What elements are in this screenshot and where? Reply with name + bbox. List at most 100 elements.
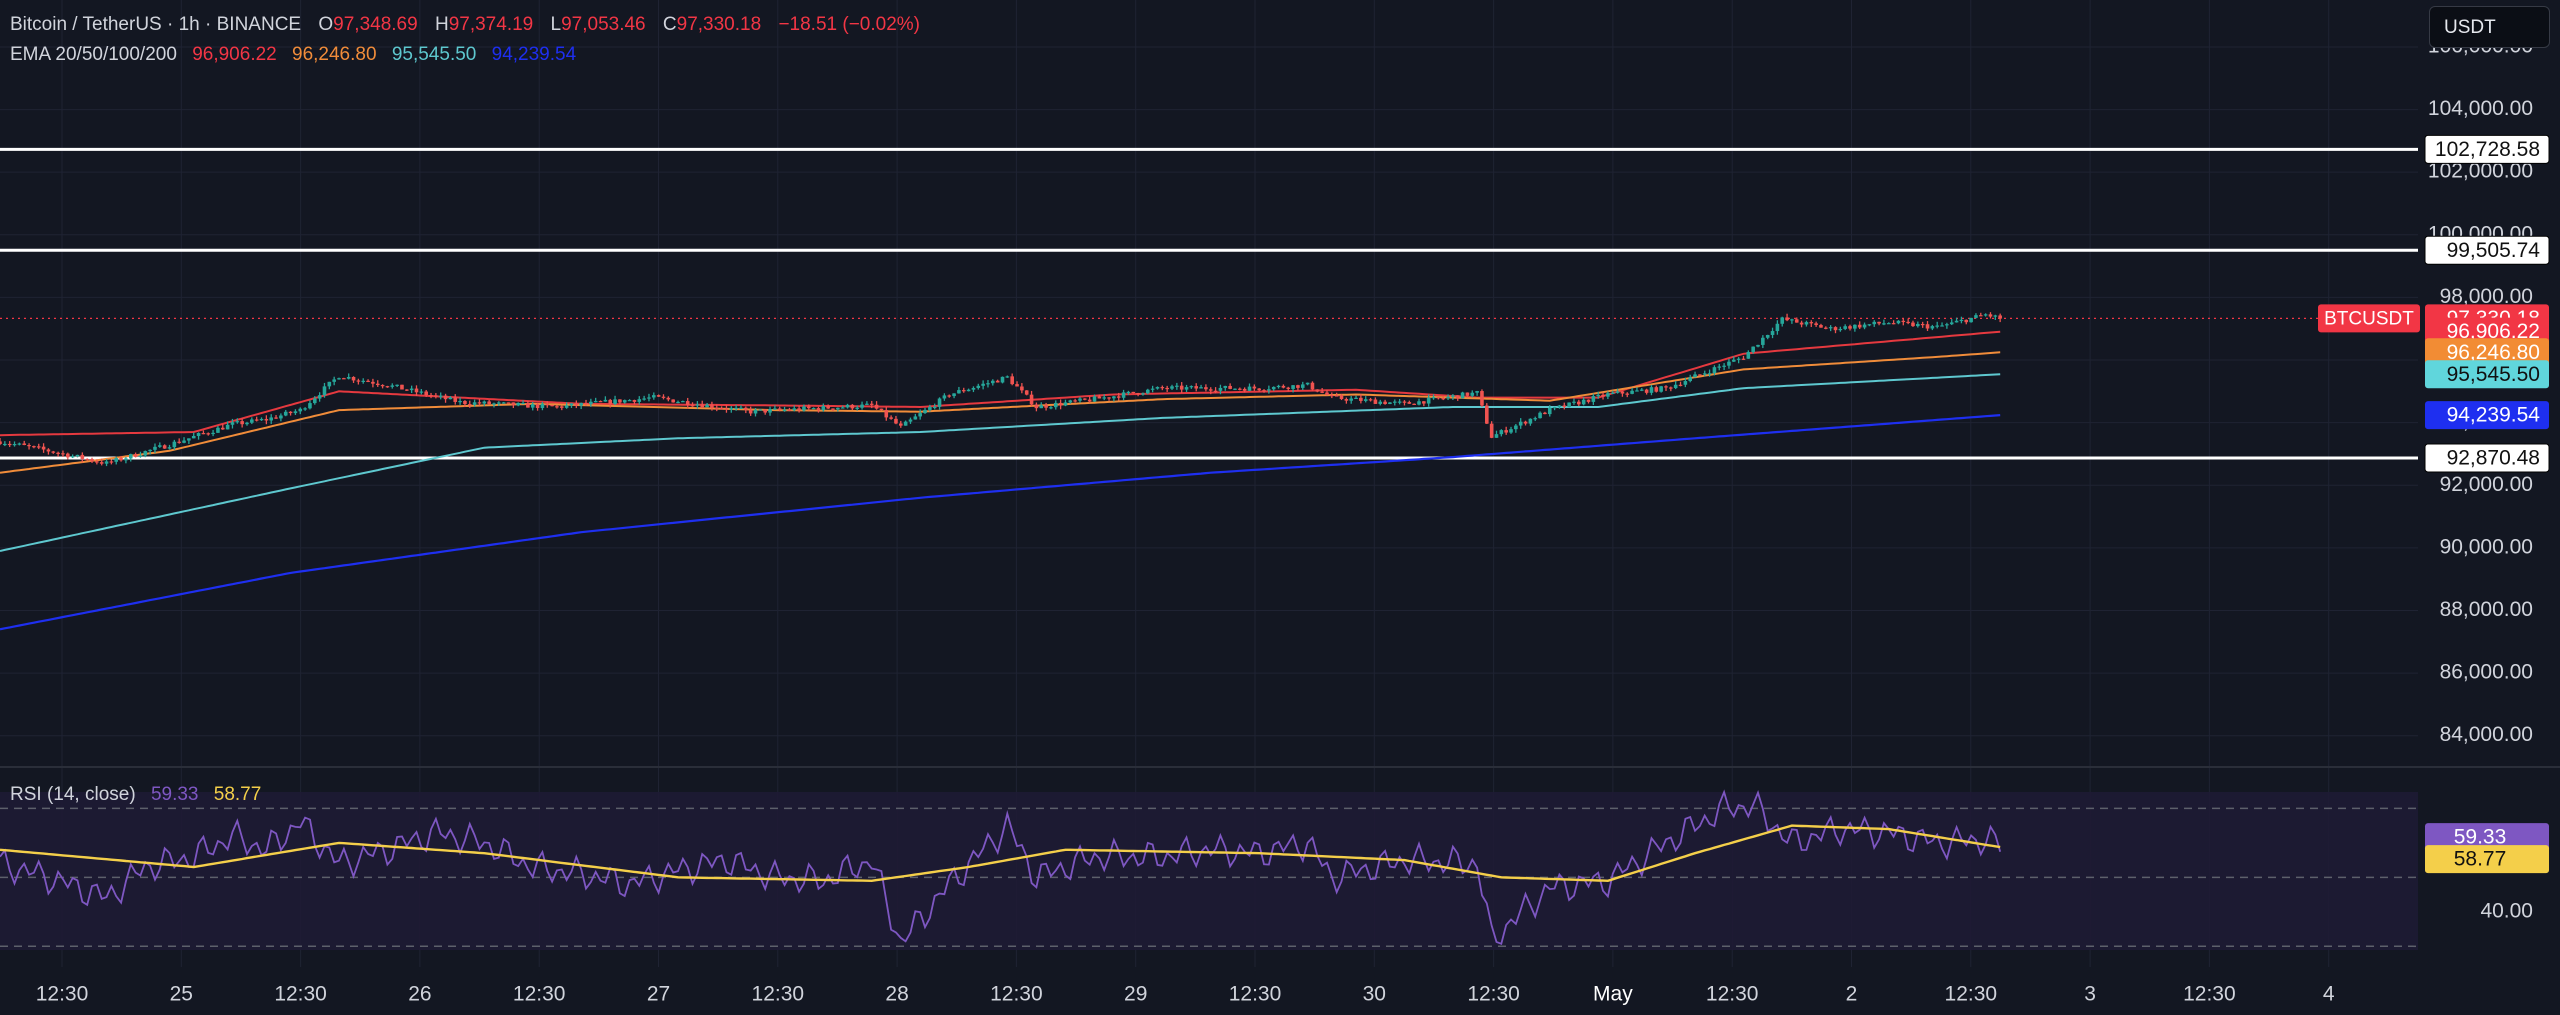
candle-body[interactable]: [1780, 317, 1785, 324]
candle-body[interactable]: [1145, 389, 1150, 394]
candle-body[interactable]: [1639, 389, 1644, 391]
candle-body[interactable]: [695, 404, 700, 406]
candle-body[interactable]: [1276, 385, 1281, 388]
candle-body[interactable]: [385, 386, 390, 388]
candle-body[interactable]: [293, 411, 298, 414]
candle-body[interactable]: [482, 401, 487, 404]
candle-body[interactable]: [288, 411, 293, 414]
candlesticks[interactable]: [0, 312, 2002, 467]
candle-body[interactable]: [1644, 389, 1649, 393]
candle-body[interactable]: [274, 417, 278, 419]
candle-body[interactable]: [976, 385, 981, 388]
candle-body[interactable]: [216, 427, 220, 433]
candle-body[interactable]: [777, 408, 782, 410]
candle-body[interactable]: [158, 445, 162, 447]
candle-body[interactable]: [1063, 402, 1068, 406]
candle-body[interactable]: [676, 401, 680, 404]
candle-body[interactable]: [787, 409, 792, 411]
candle-body[interactable]: [1911, 322, 1915, 327]
candle-body[interactable]: [1116, 396, 1121, 398]
candle-body[interactable]: [395, 384, 399, 386]
candle-body[interactable]: [1451, 395, 1455, 397]
candle-body[interactable]: [458, 401, 462, 403]
candle-body[interactable]: [1208, 389, 1213, 391]
candle-body[interactable]: [1068, 400, 1073, 403]
candle-body[interactable]: [1199, 387, 1203, 389]
candle-body[interactable]: [1204, 387, 1208, 390]
candle-body[interactable]: [80, 454, 85, 459]
candle-body[interactable]: [937, 398, 942, 407]
candle-body[interactable]: [1867, 324, 1872, 326]
candle-body[interactable]: [332, 379, 336, 382]
candle-body[interactable]: [947, 395, 952, 397]
candle-body[interactable]: [56, 452, 60, 454]
candle-body[interactable]: [41, 446, 46, 450]
candle-body[interactable]: [1218, 387, 1223, 391]
candle-body[interactable]: [1422, 401, 1426, 404]
candle-body[interactable]: [366, 380, 370, 382]
candle-body[interactable]: [986, 383, 990, 385]
candle-body[interactable]: [1688, 377, 1693, 382]
candle-body[interactable]: [714, 407, 719, 409]
candle-body[interactable]: [1746, 352, 1751, 359]
candle-body[interactable]: [1339, 395, 1344, 400]
candle-body[interactable]: [1228, 385, 1232, 389]
candle-body[interactable]: [1712, 367, 1717, 374]
candle-body[interactable]: [259, 418, 264, 421]
candle-body[interactable]: [521, 402, 525, 405]
candle-body[interactable]: [826, 405, 830, 409]
candle-body[interactable]: [855, 407, 860, 409]
candle-body[interactable]: [908, 419, 913, 422]
time-axis[interactable]: 12:30 25 12:30 26 12:30 27 12:30 28 12:30 29 12:30…: [36, 983, 2335, 1006]
candle-body[interactable]: [1964, 319, 1969, 323]
candle-body[interactable]: [1058, 402, 1063, 406]
candle-body[interactable]: [1833, 327, 1838, 331]
candle-body[interactable]: [1557, 405, 1562, 408]
candle-body[interactable]: [632, 400, 637, 402]
candle-body[interactable]: [1853, 324, 1857, 329]
candle-body[interactable]: [860, 404, 864, 408]
candle-body[interactable]: [1896, 320, 1901, 324]
candle-body[interactable]: [220, 427, 225, 430]
candle-body[interactable]: [1838, 328, 1843, 331]
candle-body[interactable]: [61, 453, 65, 455]
candle-body[interactable]: [70, 455, 75, 458]
candle-body[interactable]: [162, 445, 167, 449]
candle-body[interactable]: [1707, 373, 1712, 375]
candle-body[interactable]: [17, 443, 22, 445]
candle-body[interactable]: [1669, 387, 1673, 389]
candle-body[interactable]: [1659, 386, 1663, 392]
candle-body[interactable]: [1446, 396, 1450, 399]
candle-body[interactable]: [1465, 392, 1470, 396]
candle-body[interactable]: [840, 407, 845, 409]
candle-body[interactable]: [1848, 326, 1852, 329]
candle-body[interactable]: [3, 443, 7, 446]
candle-body[interactable]: [128, 454, 133, 459]
candle-body[interactable]: [661, 396, 666, 398]
candle-body[interactable]: [187, 438, 191, 441]
candle-body[interactable]: [1121, 392, 1126, 398]
candle-body[interactable]: [806, 406, 811, 409]
candle-body[interactable]: [656, 395, 661, 397]
candle-body[interactable]: [797, 408, 801, 411]
candle-body[interactable]: [1925, 324, 1930, 329]
candle-body[interactable]: [647, 397, 651, 399]
candle-body[interactable]: [351, 376, 356, 381]
candle-body[interactable]: [1223, 385, 1228, 388]
candle-body[interactable]: [1441, 398, 1446, 400]
candle-body[interactable]: [1087, 399, 1092, 402]
candle-body[interactable]: [995, 380, 1000, 383]
candle-body[interactable]: [1136, 393, 1140, 395]
candle-body[interactable]: [802, 406, 806, 411]
candle-body[interactable]: [1799, 322, 1804, 325]
candle-body[interactable]: [7, 443, 12, 446]
candle-body[interactable]: [1310, 382, 1315, 390]
candle-body[interactable]: [322, 386, 327, 396]
candle-body[interactable]: [1901, 320, 1906, 323]
candle-body[interactable]: [1978, 315, 1983, 317]
candle-body[interactable]: [1010, 376, 1014, 385]
candle-body[interactable]: [1819, 325, 1823, 328]
candle-body[interactable]: [1509, 429, 1513, 433]
candle-body[interactable]: [511, 402, 516, 406]
candle-body[interactable]: [1562, 405, 1567, 407]
